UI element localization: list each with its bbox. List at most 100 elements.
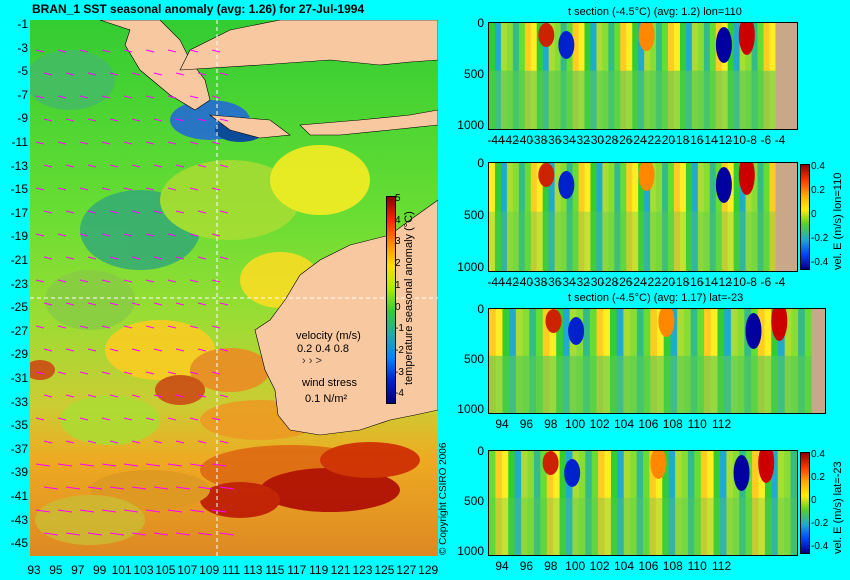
section-x-tick: -34 xyxy=(558,275,576,289)
section-x-tick: -22 xyxy=(643,133,661,147)
section-cell xyxy=(602,163,609,271)
section-title: t section (-4.5°C) (avg: 1.2) lon=110 xyxy=(568,6,742,18)
section-cell xyxy=(524,163,532,271)
section-x-tick: -34 xyxy=(558,133,576,147)
velocity-arrow xyxy=(35,417,45,421)
section-cell xyxy=(763,163,770,271)
section-cell xyxy=(655,451,663,555)
velocity-arrow xyxy=(167,509,183,513)
velocity-arrow xyxy=(175,210,185,214)
section-feature xyxy=(568,317,585,345)
section-cell xyxy=(703,163,711,271)
section-feature xyxy=(745,313,762,349)
velocity-arrow xyxy=(43,256,53,260)
velocity-arrow xyxy=(57,187,67,191)
velocity-arrow xyxy=(211,325,221,329)
section-cell xyxy=(585,451,593,555)
velocity-arrow xyxy=(101,95,111,99)
section-feature xyxy=(638,163,655,191)
velocity-arrow xyxy=(65,394,75,398)
section-land xyxy=(775,163,797,271)
section-x-tick: 100 xyxy=(565,559,586,573)
velocity-arrow xyxy=(189,371,199,375)
velocity-arrow xyxy=(57,141,67,145)
section-feature xyxy=(733,455,750,491)
velocity-arrow xyxy=(101,325,111,329)
section-cell xyxy=(721,163,729,271)
velocity-arrow xyxy=(79,49,89,53)
latitude-tick: -19 xyxy=(10,229,28,244)
velocity-arrow xyxy=(211,279,221,283)
velocity-arrow xyxy=(43,210,53,214)
velocity-arrow xyxy=(197,394,207,398)
velocity-arrow xyxy=(189,417,199,421)
section-feature xyxy=(558,31,575,59)
velocity-legend-values: 0.2 0.4 0.8 xyxy=(297,343,349,355)
section-x-tick: 102 xyxy=(589,559,610,573)
map-title: BRAN_1 SST seasonal anomaly (avg: 1.26) … xyxy=(32,2,365,16)
velocity-arrow xyxy=(197,164,207,168)
velocity-arrow xyxy=(123,49,133,53)
velocity-arrow xyxy=(123,187,133,191)
velocity-arrow xyxy=(175,348,185,352)
latitude-tick: -37 xyxy=(10,441,28,456)
section-x-tick: -24 xyxy=(629,275,647,289)
section-x-tick: -16 xyxy=(686,133,704,147)
velocity-arrow xyxy=(219,72,229,76)
section-x-tick: -40 xyxy=(515,133,534,147)
velocity-arrow xyxy=(43,118,53,122)
longitude-tick: 117 xyxy=(287,563,307,577)
longitude-tick: 115 xyxy=(265,563,285,577)
section-land xyxy=(775,23,797,129)
section-depth-tick: 1000 xyxy=(457,118,484,132)
section-colorbar-tick: -0.4 xyxy=(811,541,829,552)
velocity-arrow xyxy=(57,49,67,53)
section-depth-tick: 500 xyxy=(463,208,484,222)
section-cell xyxy=(679,163,687,271)
section-cell xyxy=(521,451,528,555)
section-cell xyxy=(540,451,548,555)
section-feature xyxy=(558,171,575,199)
latitude-tick: -11 xyxy=(11,135,28,149)
section-x-tick: 110 xyxy=(687,559,707,573)
section-x-tick: 94 xyxy=(495,417,509,431)
section-x-tick: -6 xyxy=(760,133,772,147)
section-feature xyxy=(538,163,555,187)
velocity-arrow xyxy=(43,440,53,444)
section-x-tick: 94 xyxy=(495,559,509,573)
section-depth-tick: 1000 xyxy=(457,260,484,274)
longitude-tick: 95 xyxy=(49,563,63,577)
map-colorbar xyxy=(386,196,396,404)
section-feature xyxy=(650,451,667,479)
velocity-arrow xyxy=(145,371,155,375)
map-colorbar-tick: 4 xyxy=(395,214,401,226)
velocity-arrow xyxy=(123,141,133,145)
section-cell xyxy=(764,451,772,555)
velocity-arrow xyxy=(131,486,147,490)
longitude-tick: 109 xyxy=(199,563,220,577)
java-land xyxy=(208,114,291,139)
latitude-tick: -9 xyxy=(17,111,28,126)
velocity-arrow xyxy=(79,279,89,283)
section-feature xyxy=(758,451,775,483)
velocity-arrow xyxy=(87,486,103,490)
section-cell xyxy=(636,451,644,555)
section-cell xyxy=(591,451,599,555)
velocity-arrow xyxy=(219,164,229,168)
anomaly-features xyxy=(30,50,420,545)
velocity-arrow xyxy=(35,463,51,467)
velocity-arrow xyxy=(131,348,141,352)
section-cell xyxy=(572,163,580,271)
velocity-arrow xyxy=(189,509,205,513)
section-x-tick: -10 xyxy=(728,275,747,289)
wind-legend-title: wind stress xyxy=(302,377,358,389)
velocity-arrow xyxy=(131,302,141,306)
section-depth-tick: 500 xyxy=(463,67,484,81)
velocity-arrow xyxy=(123,417,133,421)
section-cell xyxy=(559,451,567,555)
section-x-tick: -26 xyxy=(615,275,633,289)
velocity-arrow xyxy=(43,302,53,306)
section-colorbar xyxy=(800,452,810,554)
section-x-tick: -8 xyxy=(746,275,757,289)
velocity-arrow xyxy=(65,164,75,168)
